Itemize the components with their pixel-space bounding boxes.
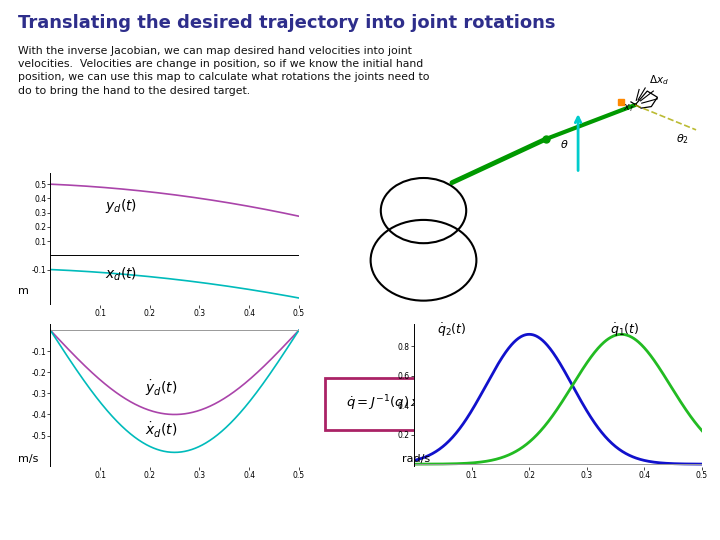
- Text: rad/s: rad/s: [402, 454, 430, 464]
- Text: $x_f$: $x_f$: [623, 103, 634, 114]
- Text: $\dot{x}_d(t)$: $\dot{x}_d(t)$: [145, 421, 177, 440]
- FancyBboxPatch shape: [325, 377, 441, 430]
- Text: $\dot{y}_d(t)$: $\dot{y}_d(t)$: [145, 378, 177, 397]
- Text: m/s: m/s: [18, 454, 38, 464]
- Text: $\theta_2$: $\theta_2$: [675, 132, 688, 146]
- Text: $\dot{q}_1(t)$: $\dot{q}_1(t)$: [610, 321, 639, 339]
- Text: $\Delta x_d$: $\Delta x_d$: [649, 73, 669, 87]
- Text: $\dot{q}_2(t)$: $\dot{q}_2(t)$: [437, 321, 467, 339]
- Text: Translating the desired trajectory into joint rotations: Translating the desired trajectory into …: [18, 14, 556, 31]
- Text: $\dot{q} = J^{-1}(q)\,\dot{x}$: $\dot{q} = J^{-1}(q)\,\dot{x}$: [346, 394, 420, 414]
- Text: $\theta$: $\theta$: [559, 138, 568, 151]
- Text: $x_d(t)$: $x_d(t)$: [105, 266, 138, 283]
- Text: With the inverse Jacobian, we can map desired hand velocities into joint
velocit: With the inverse Jacobian, we can map de…: [18, 46, 430, 96]
- Text: $y_d(t)$: $y_d(t)$: [105, 197, 138, 215]
- Text: m: m: [18, 286, 29, 296]
